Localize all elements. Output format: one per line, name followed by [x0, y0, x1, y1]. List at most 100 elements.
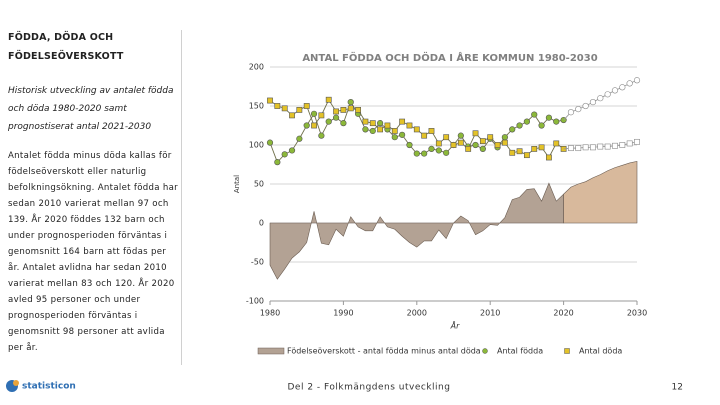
birth-marker: [516, 122, 523, 129]
death-marker: [399, 118, 406, 125]
footer-section: Del 2 - Folkmängdens utveckling: [288, 383, 451, 393]
death-marker: [634, 138, 640, 145]
birth-marker: [619, 84, 626, 91]
logo: statisticon: [22, 382, 76, 392]
death-marker: [281, 105, 288, 112]
birth-marker: [626, 80, 633, 87]
sidebar-body: Antalet födda minus döda kallas för föde…: [8, 151, 179, 353]
divider: [181, 30, 182, 365]
chart-title: ANTAL FÖDDA OCH DÖDA I ÅRE KOMMUN 1980-2…: [302, 50, 597, 64]
birth-marker: [582, 102, 589, 110]
death-marker: [457, 139, 464, 146]
birth-marker: [369, 127, 376, 135]
birth-marker: [274, 159, 281, 166]
death-marker: [472, 130, 479, 137]
death-marker: [575, 145, 582, 152]
death-marker: [494, 142, 501, 148]
y-tick-label: 100: [249, 141, 264, 150]
y-tick-label: 0: [259, 219, 264, 228]
sidebar-title: FÖDDA, DÖDA OCH FÖDELSEÖVERSKOTT: [8, 32, 124, 62]
death-marker: [406, 122, 413, 129]
birth-marker: [553, 118, 560, 125]
birth-marker: [428, 145, 435, 152]
birth-marker: [501, 134, 508, 141]
death-marker: [303, 103, 310, 109]
death-marker: [384, 122, 391, 129]
death-marker: [612, 142, 618, 149]
logo-icon: [13, 380, 19, 386]
surplus-area: [563, 161, 638, 224]
death-marker: [604, 143, 611, 150]
death-marker: [325, 96, 332, 103]
birth-marker: [413, 150, 420, 157]
surplus-area: [269, 182, 564, 280]
death-marker: [531, 146, 538, 152]
birth-marker: [310, 110, 318, 117]
birth-marker: [523, 118, 531, 125]
death-marker: [413, 126, 420, 133]
x-tick-label: 1980: [260, 309, 280, 318]
death-marker: [428, 128, 435, 134]
legend-swatch: [482, 348, 488, 354]
death-marker: [487, 134, 494, 141]
birth-marker: [575, 106, 582, 113]
x-tick-label: 2010: [480, 309, 500, 318]
death-marker: [333, 108, 339, 115]
legend-swatch: [257, 347, 285, 355]
birth-marker: [611, 87, 619, 94]
birth-marker: [391, 134, 398, 141]
death-marker: [296, 107, 303, 113]
birth-marker: [472, 141, 479, 149]
birth-marker: [266, 139, 274, 146]
death-marker: [546, 154, 552, 161]
y-tick-label: 200: [249, 63, 264, 72]
y-tick-label: 50: [254, 180, 264, 189]
death-marker: [590, 144, 596, 151]
legend-swatch: [564, 348, 570, 354]
birth-marker: [406, 141, 413, 149]
death-marker: [391, 128, 398, 134]
death-marker: [421, 132, 428, 139]
y-axis-label: Antal: [233, 175, 241, 193]
birth-marker: [435, 147, 442, 154]
death-marker: [369, 120, 376, 127]
birth-marker: [281, 151, 288, 158]
birth-marker: [538, 122, 545, 129]
birth-marker: [457, 132, 464, 139]
birth-marker: [545, 114, 553, 121]
death-marker: [597, 143, 604, 150]
birth-marker: [347, 98, 354, 106]
death-marker: [443, 134, 450, 141]
legend-label: Födelseöverskott - antal födda minus ant…: [287, 347, 481, 356]
birth-marker: [421, 150, 428, 157]
death-marker: [509, 149, 516, 156]
death-marker: [267, 97, 273, 104]
birth-marker: [589, 98, 597, 106]
birth-marker: [332, 114, 340, 121]
death-marker: [450, 142, 457, 148]
birth-marker: [303, 122, 310, 129]
birth-marker: [531, 111, 538, 118]
y-tick-label: 150: [249, 102, 264, 111]
death-marker: [538, 144, 545, 151]
death-marker: [465, 146, 472, 152]
birth-marker: [633, 77, 641, 84]
legend-label: Antal döda: [579, 347, 622, 356]
birth-marker: [377, 120, 384, 127]
y-tick-label: -100: [246, 297, 264, 306]
death-marker: [347, 105, 354, 112]
sidebar-subtitle: Historisk utveckling av antalet födda oc…: [8, 86, 174, 132]
death-marker: [568, 145, 574, 152]
birth-marker: [296, 135, 303, 142]
birth-marker: [399, 131, 406, 138]
x-axis-label: År: [450, 320, 460, 331]
birth-marker: [288, 147, 296, 154]
birth-marker: [479, 145, 486, 152]
x-tick-label: 1990: [333, 309, 353, 318]
death-marker: [553, 140, 560, 147]
legend-label: Antal födda: [497, 347, 543, 356]
death-marker: [311, 122, 317, 129]
x-tick-label: 2020: [553, 309, 573, 318]
